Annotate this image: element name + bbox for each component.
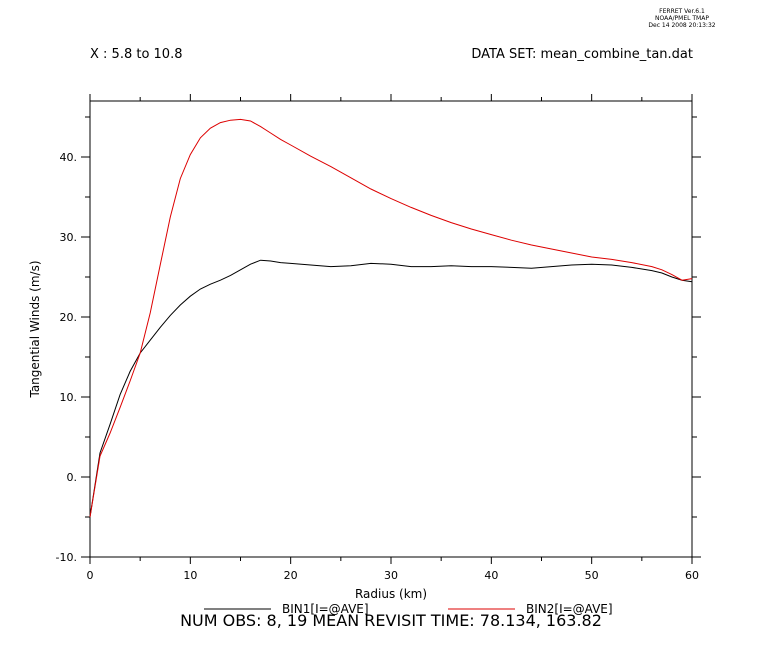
subset-label: X : 5.8 to 10.8	[90, 47, 183, 62]
series-line-1	[89, 259, 693, 518]
x-tick-label: 10	[183, 569, 197, 582]
y-axis-label: Tangential Winds (m/s)	[28, 260, 42, 398]
x-tick-label: 20	[284, 569, 298, 582]
stamp-line-1: FERRET Ver.6.1	[659, 8, 705, 15]
ferret-version-stamp: FERRET Ver.6.1 NOAA/PMEL TMAP Dec 14 200…	[628, 8, 736, 29]
plot-frame	[89, 100, 693, 558]
y-tick-label: 0.	[67, 471, 78, 484]
y-tick-label: 10.	[60, 391, 78, 404]
stamp-line-3: Dec 14 2008 20:13:32	[648, 22, 716, 29]
x-tick-label: 30	[384, 569, 398, 582]
y-tick-label: -10.	[56, 551, 77, 564]
footer-summary: NUM OBS: 8, 19 MEAN REVISIT TIME: 78.134…	[180, 611, 602, 630]
series-line-2	[89, 118, 693, 518]
y-tick-label: 30.	[60, 231, 78, 244]
axis-ticks: 0 10 20 30 40 50 60 -10. 0. 10. 20. 30. 40.	[56, 94, 701, 582]
x-tick-label: 0	[87, 569, 94, 582]
x-tick-label: 50	[585, 569, 599, 582]
x-tick-label: 40	[484, 569, 498, 582]
axes-frame	[89, 100, 693, 558]
legend: BIN1[I=@AVE] BIN2[I=@AVE]	[204, 602, 613, 616]
y-tick-label: 20.	[60, 311, 78, 324]
legend-label-1: BIN1[I=@AVE]	[282, 602, 369, 616]
x-axis-label: Radius (km)	[355, 587, 427, 601]
y-tick-label: 40.	[60, 151, 78, 164]
series-lines	[89, 118, 693, 518]
stamp-line-2: NOAA/PMEL TMAP	[655, 15, 709, 22]
x-tick-label: 60	[685, 569, 699, 582]
legend-label-2: BIN2[I=@AVE]	[526, 602, 613, 616]
dataset-label: DATA SET: mean_combine_tan.dat	[471, 47, 693, 62]
